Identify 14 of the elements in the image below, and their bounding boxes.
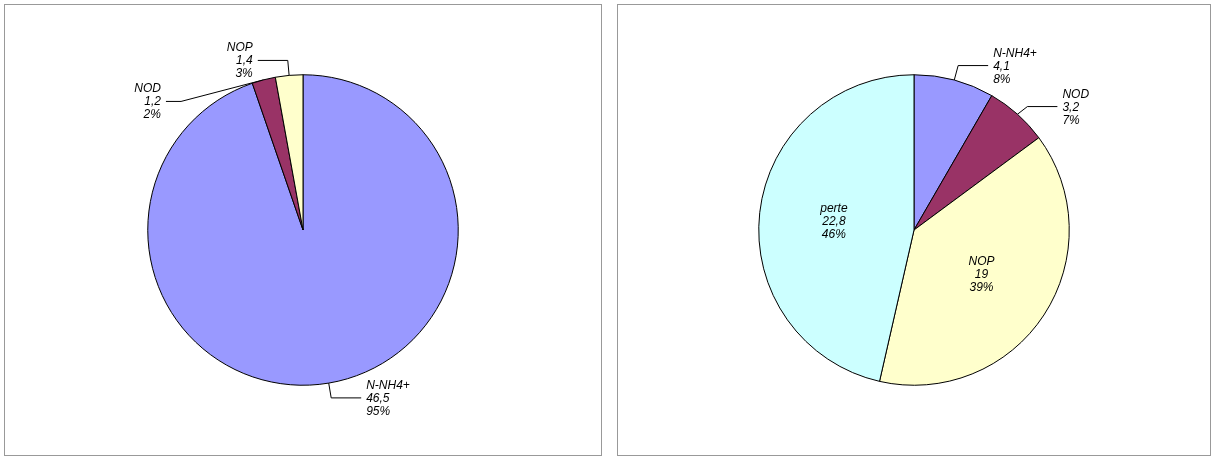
slice-label: NOP	[226, 40, 253, 55]
data-label: 22,8 46%	[821, 213, 847, 241]
slice-label: N-NH4+	[366, 377, 410, 392]
slice-label: NOD	[134, 81, 162, 96]
data-label: 19 39%	[969, 267, 994, 295]
slice-label: NOP	[968, 254, 995, 269]
slice-label: NOD	[1062, 86, 1090, 101]
data-label: 3,2 7%	[1062, 99, 1081, 127]
data-label: 1,2 2%	[142, 94, 162, 122]
data-label: 4,1 8%	[993, 58, 1011, 86]
slice-label: N-NH4+	[993, 45, 1037, 60]
slice-label: perte	[819, 200, 848, 215]
data-label: 46,5 95%	[366, 390, 391, 418]
data-label: 1,4 3%	[235, 53, 254, 81]
